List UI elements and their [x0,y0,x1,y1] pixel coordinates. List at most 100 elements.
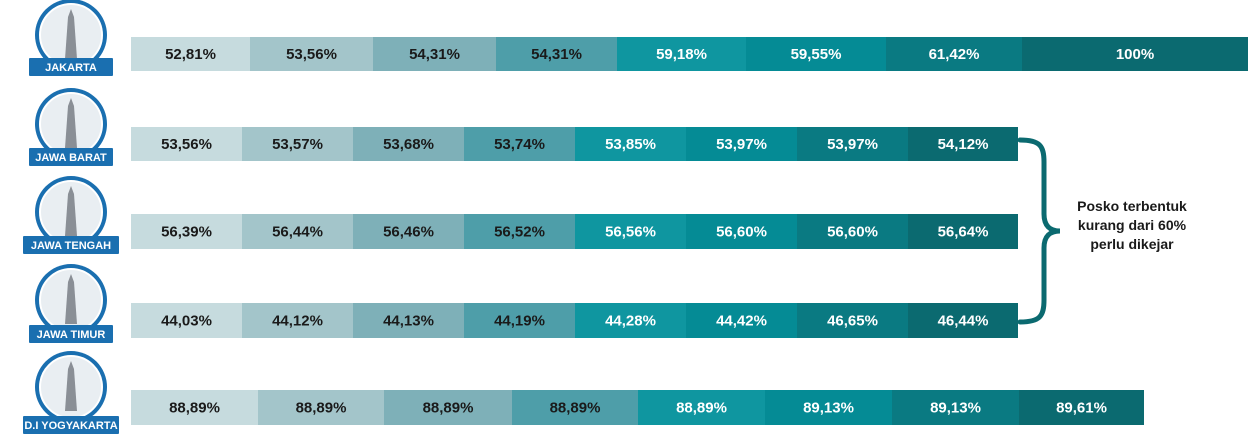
bar-segment [131,127,242,161]
badge-label-bg [29,325,113,343]
bar-segment [686,127,797,161]
data-label: 53,97% [716,136,767,153]
data-label: 53,74% [494,136,545,153]
data-label: 54,12% [938,136,989,153]
data-label: 56,64% [938,224,989,241]
bar-segment [617,37,746,71]
data-label: 56,56% [605,224,656,241]
data-label: 89,13% [930,400,981,417]
data-label: 54,31% [531,46,582,63]
bar-segment [575,127,686,161]
data-label: 53,56% [286,46,337,63]
bar-segment [575,214,686,249]
province-name: JAKARTA [45,62,97,74]
data-label: 56,60% [716,224,767,241]
data-label: 44,19% [494,313,545,330]
badge-label-bg [29,58,113,76]
data-label: 44,42% [716,313,767,330]
province-badge: D.I YOGYAKARTA [23,351,119,434]
landmark-icon [65,98,77,148]
bar-segment [797,214,908,249]
data-label: 53,57% [272,136,323,153]
province-badge: JAWA TIMUR [29,264,113,343]
bar-segment [638,390,765,425]
bar-segment [353,214,464,249]
bar-segment [242,127,353,161]
province-badges: JAKARTA JAWA BARAT JAWA TENGAH JAWA TIMUR D.… [23,0,119,434]
bar-segment [686,303,797,338]
bar-segment [353,303,464,338]
annotation-bracket [1017,137,1061,325]
bar-segment [686,214,797,249]
data-label: 44,13% [383,313,434,330]
bar-segment [242,303,353,338]
data-label: 46,65% [827,313,878,330]
data-label: 59,18% [656,46,707,63]
bar-segment [131,390,258,425]
province-name: JAWA TIMUR [37,329,106,341]
data-label: 44,03% [161,313,212,330]
bar-segment [464,214,575,249]
bar-segment [512,390,638,425]
bar-segment [353,127,464,161]
bars-group: 52,81% 53,56% 54,31% 54,31% 59,18% 59,55% 61,4… [131,37,1248,425]
bar-segment [908,127,1018,161]
annotation-line-2: kurang dari 60% [1077,217,1187,233]
bar-segment [496,37,617,71]
landmark-icon [65,361,77,411]
data-label: 52,81% [165,46,216,63]
data-label: 88,89% [296,400,347,417]
annotation-line-3: perlu dikejar [1090,236,1174,252]
bar-segment [908,214,1018,249]
bar-segment [464,127,575,161]
data-label: 100% [1116,46,1154,63]
data-label: 53,56% [161,136,212,153]
bar-segment [797,303,908,338]
data-label: 44,12% [272,313,323,330]
bar-segment [131,37,250,71]
data-label: 56,60% [827,224,878,241]
province-name: JAWA BARAT [35,152,107,164]
data-label: 56,52% [494,224,545,241]
data-label: 44,28% [605,313,656,330]
bar-segment [131,214,242,249]
data-label: 59,55% [791,46,842,63]
data-label: 56,39% [161,224,212,241]
data-label: 88,89% [676,400,727,417]
bar-segment [1022,37,1248,71]
data-label: 53,68% [383,136,434,153]
bar-segment [1019,390,1144,425]
annotation-line-1: Posko terbentuk [1077,198,1187,214]
data-label: 53,97% [827,136,878,153]
bar-segment [258,390,384,425]
data-label: 88,89% [550,400,601,417]
province-name: JAWA TENGAH [31,240,111,252]
data-label: 53,85% [605,136,656,153]
data-label: 56,44% [272,224,323,241]
landmark-icon [65,186,77,236]
data-label: 89,13% [803,400,854,417]
bar-segment [250,37,373,71]
landmark-icon [65,9,77,59]
landmark-icon [65,274,77,324]
bar-segment [373,37,496,71]
data-label: 61,42% [929,46,980,63]
bar-segment [384,390,512,425]
data-label: 88,89% [169,400,220,417]
bar-segment [886,37,1022,71]
bar-segment [892,390,1019,425]
bar-segment [908,303,1018,338]
badge-label-bg [23,416,119,434]
bar-segment [797,127,908,161]
data-label: 89,61% [1056,400,1107,417]
province-badge: JAKARTA [29,0,113,76]
badge-label-bg [23,236,119,254]
province-name: D.I YOGYAKARTA [24,420,117,432]
data-label: 46,44% [938,313,989,330]
bar-segment [746,37,886,71]
bar-segment [765,390,892,425]
data-label: 88,89% [423,400,474,417]
data-label: 56,46% [383,224,434,241]
badge-label-bg [29,148,113,166]
